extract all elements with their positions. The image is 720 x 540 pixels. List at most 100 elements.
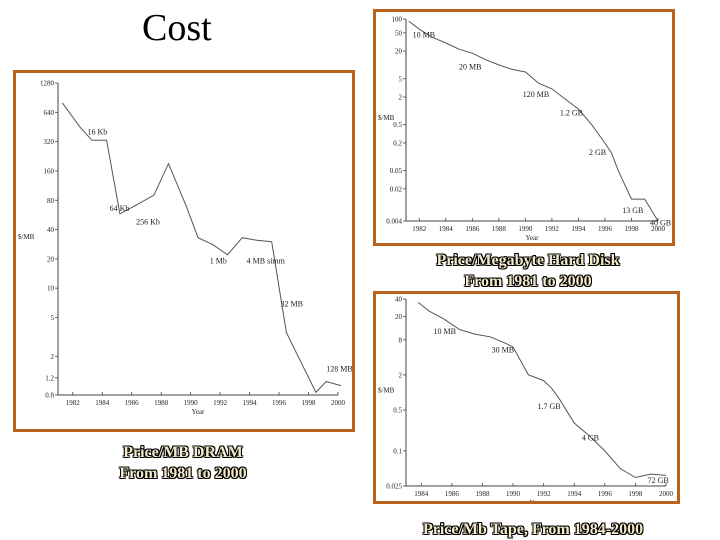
dram-point-label: 1 Mb (210, 256, 227, 265)
dram-y-tick-label: 1.2 (45, 374, 54, 382)
tape-point-label: 10 MB (434, 327, 456, 336)
disk-caption-line1: Price/Megabyte Hard Disk (436, 252, 620, 269)
tape-caption: Price/Mb Tape, From 1984-2000 (378, 519, 688, 540)
dram-x-tick-label: 1994 (243, 399, 258, 407)
tape-x-tick-label: 1984 (414, 490, 429, 498)
dram-price-chart: 1280 640 320 160 80 40 20 10 5 2 1.2 0.8 1982 1984 198… (18, 80, 352, 417)
tape-x-tick-label: 1990 (506, 490, 521, 498)
disk-y-tick-label: 0.2 (393, 139, 402, 147)
tape-point-label: 1.7 GB (538, 402, 561, 411)
dram-x-tick-label: 1988 (154, 399, 169, 407)
dram-y-tick-label: 160 (44, 167, 55, 175)
tape-x-tick-label: 1996 (598, 490, 613, 498)
dram-y-axis-label: $/MB (18, 233, 35, 241)
dram-x-tick-label: 1982 (66, 399, 81, 407)
dram-y-tick-label: 2 (51, 353, 55, 361)
dram-point-label: 32 MB (281, 299, 303, 308)
dram-point-label: 64 Kb (110, 204, 130, 213)
dram-y-tick-label: 0.8 (45, 392, 54, 400)
dram-point-label: 128 MB (326, 364, 352, 373)
dram-x-tick-label: 2000 (331, 399, 346, 407)
tape-x-tick-label: 2000 (659, 490, 674, 498)
disk-point-label: 20 MB (459, 62, 481, 71)
tape-x-tick-label: 1988 (475, 490, 490, 498)
tape-x-tick-label: 1986 (445, 490, 460, 498)
disk-y-tick-label: 0.05 (390, 167, 403, 175)
disk-y-tick-label: 0.004 (386, 218, 402, 226)
disk-y-tick-label: 50 (395, 29, 403, 37)
tape-y-tick-label: 0.5 (393, 407, 402, 415)
disk-price-line (408, 20, 659, 222)
disk-y-tick-label: 5 (399, 75, 403, 83)
tape-price-line (417, 302, 667, 479)
disk-x-tick-label: 2000 (651, 225, 666, 233)
dram-y-tick-label: 10 (47, 285, 55, 293)
dram-y-tick-label: 640 (44, 109, 55, 117)
dram-point-label: 4 MB simm (247, 256, 286, 265)
dram-point-label: 256 Kb (136, 218, 160, 227)
disk-price-chart: 100 50 20 5 2 0.5 0.2 0.05 0.02 0.004 1982 1984 1986… (378, 16, 671, 243)
tape-y-tick-label: 40 (395, 296, 403, 304)
tape-y-tick-label: 0.1 (393, 447, 402, 455)
disk-y-tick-label: 0.02 (390, 185, 403, 193)
dram-y-tick-label: 5 (51, 314, 55, 322)
disk-y-tick-label: 20 (395, 48, 403, 56)
disk-x-tick-label: 1984 (439, 225, 454, 233)
tape-x-tick-label: 1994 (567, 490, 582, 498)
disk-x-tick-label: 1982 (412, 225, 427, 233)
disk-caption-line2: From 1981 to 2000 (464, 273, 592, 290)
tape-y-tick-label: 2 (399, 371, 403, 379)
slide-title: Cost (142, 7, 212, 49)
tape-x-axis-label: Year (530, 499, 544, 501)
disk-x-tick-label: 1990 (518, 225, 533, 233)
disk-caption: Price/Megabyte Hard Disk From 1981 to 20… (398, 250, 658, 292)
dram-x-tick-label: 1984 (95, 399, 110, 407)
disk-y-tick-label: 100 (392, 16, 403, 24)
disk-point-label: 2 GB (589, 148, 606, 157)
dram-y-tick-label: 20 (47, 255, 55, 263)
disk-y-tick-label: 0.5 (393, 121, 402, 129)
disk-chart-frame: 100 50 20 5 2 0.5 0.2 0.05 0.02 0.004 1982 1984 1986… (373, 9, 675, 246)
dram-caption-line1: Price/MB DRAM (123, 444, 243, 461)
dram-y-tick-label: 1280 (40, 80, 55, 88)
dram-x-tick-label: 1990 (184, 399, 199, 407)
disk-y-tick-label: 2 (399, 94, 403, 102)
tape-point-label: 72 GB (648, 476, 669, 485)
dram-caption: Price/MB DRAM From 1981 to 2000 (88, 442, 278, 484)
disk-point-label: 40 GB (650, 218, 671, 227)
disk-point-label: 1.2 GB (560, 108, 583, 117)
disk-point-label: 120 MB (523, 90, 549, 99)
tape-caption-line1: Price/Mb Tape, From 1984-2000 (422, 521, 644, 538)
disk-x-tick-label: 1996 (598, 225, 613, 233)
tape-chart-frame: 40 20 8 2 0.5 0.1 0.025 1984 1986 1988 1990 1992 199… (373, 291, 680, 504)
tape-y-axis-label: $/MB (378, 387, 395, 395)
dram-x-axis-label: Year (192, 408, 206, 416)
dram-x-tick-label: 1996 (272, 399, 287, 407)
dram-y-tick-label: 320 (44, 138, 55, 146)
dram-x-tick-label: 1986 (125, 399, 140, 407)
tape-x-tick-label: 1992 (537, 490, 552, 498)
dram-price-line (61, 102, 342, 394)
tape-x-tick-label: 1998 (628, 490, 643, 498)
disk-x-tick-label: 1988 (492, 225, 507, 233)
disk-point-label: 13 GB (622, 206, 643, 215)
disk-y-axis-label: $/MB (378, 114, 395, 122)
tape-point-label: 4 GB (582, 434, 599, 443)
tape-point-label: 30 MB (492, 346, 514, 355)
disk-x-tick-label: 1986 (465, 225, 480, 233)
disk-point-label: 10 MB (413, 30, 435, 39)
tape-y-tick-label: 20 (395, 313, 403, 321)
dram-y-tick-label: 40 (47, 226, 55, 234)
dram-x-tick-label: 1998 (302, 399, 317, 407)
dram-point-label: 16 Kb (87, 127, 107, 136)
disk-x-axis-label: Year (526, 234, 540, 242)
disk-x-tick-label: 1998 (624, 225, 639, 233)
tape-price-chart: 40 20 8 2 0.5 0.1 0.025 1984 1986 1988 1990 1992 199… (378, 296, 674, 502)
disk-x-tick-label: 1992 (545, 225, 560, 233)
disk-x-tick-label: 1994 (571, 225, 586, 233)
dram-x-tick-label: 1992 (213, 399, 228, 407)
dram-chart-frame: 1280 640 320 160 80 40 20 10 5 2 1.2 0.8 1982 1984 198… (13, 70, 355, 432)
tape-y-tick-label: 0.025 (386, 483, 402, 491)
tape-y-tick-label: 8 (399, 336, 403, 344)
dram-y-tick-label: 80 (47, 197, 55, 205)
